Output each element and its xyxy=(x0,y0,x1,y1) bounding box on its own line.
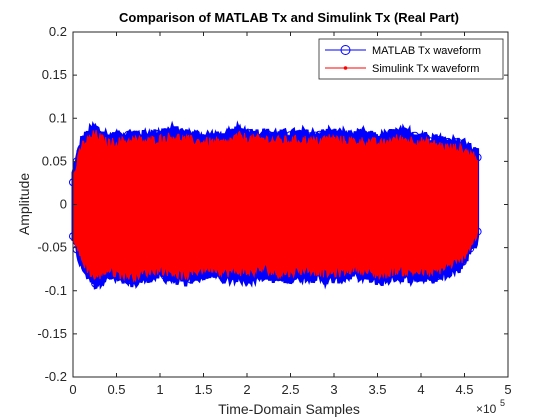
x-exponent-power: 5 xyxy=(500,398,505,408)
data-point-marker xyxy=(433,272,442,281)
legend-box xyxy=(318,38,504,80)
legend-marker-circle-icon xyxy=(340,45,351,55)
x-axis-ticks: 0 0.5 1 1.5 2 2.5 3 3.5 4 4.5 5 xyxy=(69,32,512,397)
x-axis-exponent: ×10 5 xyxy=(476,398,505,416)
series-simulink xyxy=(72,129,479,283)
legend-label-matlab: MATLAB Tx waveform xyxy=(372,45,481,57)
y-axis-ticks: -0.2 -0.15 -0.1 -0.05 0 0.05 0.1 0.15 0.2 xyxy=(37,24,508,384)
x-tick-label: 3.5 xyxy=(368,382,386,397)
series-band xyxy=(72,129,479,283)
legend-label-simulink: Simulink Tx waveform xyxy=(372,63,479,75)
x-tick-label: 0 xyxy=(69,382,76,397)
data-point-marker xyxy=(91,279,100,288)
data-point-marker xyxy=(315,130,324,139)
legend: MATLAB Tx waveform Simulink Tx waveform xyxy=(318,38,504,80)
x-tick-label: 4.5 xyxy=(455,382,473,397)
data-point-marker xyxy=(458,140,467,149)
data-point-marker xyxy=(190,271,199,280)
x-tick-label: 1 xyxy=(156,382,163,397)
x-tick-label: 5 xyxy=(504,382,511,397)
y-tick-label: 0 xyxy=(60,197,67,212)
x-axis-label: Time-Domain Samples xyxy=(218,401,360,417)
data-point-marker xyxy=(245,129,254,138)
y-tick-label: -0.05 xyxy=(37,240,67,255)
y-tick-label: -0.1 xyxy=(45,283,67,298)
x-tick-label: 2 xyxy=(243,382,250,397)
chart-title: Comparison of MATLAB Tx and Simulink Tx … xyxy=(119,10,459,25)
data-point-marker xyxy=(400,129,408,138)
y-tick-label: 0.1 xyxy=(49,110,67,125)
x-tick-label: 3 xyxy=(330,382,337,397)
y-tick-label: -0.2 xyxy=(45,369,67,384)
legend-entry-simulink: Simulink Tx waveform xyxy=(325,63,479,75)
legend-marker-point-icon xyxy=(343,66,348,70)
x-tick-label: 2.5 xyxy=(281,382,299,397)
x-tick-label: 1.5 xyxy=(194,382,212,397)
x-exponent-base: ×10 xyxy=(476,402,497,416)
data-point-marker xyxy=(160,128,169,137)
data-point-marker xyxy=(293,133,302,142)
x-tick-label: 4 xyxy=(417,382,424,397)
y-axis-label: Amplitude xyxy=(16,173,32,235)
series-layer xyxy=(69,120,482,290)
y-tick-label: -0.15 xyxy=(37,326,67,341)
data-point-marker xyxy=(455,139,464,148)
data-point-marker xyxy=(311,131,320,140)
x-tick-label: 0.5 xyxy=(107,382,125,397)
y-tick-label: 0.2 xyxy=(49,24,67,39)
legend-entry-matlab: MATLAB Tx waveform xyxy=(325,45,481,57)
y-tick-label: 0.05 xyxy=(42,153,67,168)
data-point-marker xyxy=(411,131,419,140)
y-tick-label: 0.15 xyxy=(42,67,67,82)
